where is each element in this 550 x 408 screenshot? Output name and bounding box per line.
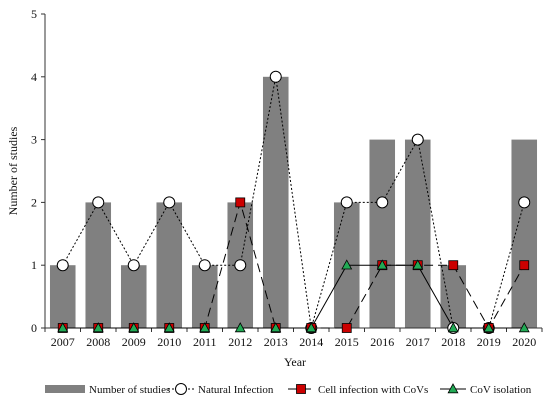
bar-2016 — [369, 139, 396, 328]
x-tick-label: 2013 — [264, 335, 288, 349]
series-line-3 — [62, 264, 525, 329]
legend-label-0: Number of studies — [89, 384, 170, 396]
legend-marker-2 — [296, 384, 306, 394]
legend-swatch-0 — [45, 385, 85, 393]
point-3-2017 — [412, 259, 424, 270]
x-tick-label: 2017 — [406, 335, 430, 349]
point-3-2007 — [57, 322, 69, 333]
y-tick-label: 5 — [31, 7, 37, 21]
x-tick-label: 2012 — [228, 335, 252, 349]
point-3-2009 — [128, 322, 140, 333]
legend-label-1: Natural Infection — [198, 384, 274, 396]
point-1-2020 — [518, 196, 531, 209]
point-1-2011 — [198, 259, 211, 272]
y-tick-label: 2 — [31, 195, 37, 209]
bar-2017 — [404, 139, 431, 328]
point-1-2016 — [376, 196, 389, 209]
bar-2008 — [85, 202, 112, 328]
y-tick-label: 1 — [31, 258, 37, 272]
point-2-2018 — [448, 260, 459, 271]
point-3-2020 — [518, 322, 530, 333]
point-1-2015 — [340, 196, 353, 209]
point-1-2007 — [56, 259, 69, 272]
point-1-2017 — [411, 133, 424, 146]
y-axis-title: Number of studies — [6, 126, 20, 215]
point-3-2014 — [305, 322, 317, 333]
point-2-2015 — [341, 323, 352, 333]
x-tick-label: 2018 — [441, 335, 465, 349]
series-line-1 — [62, 76, 525, 329]
x-axis-title: Year — [284, 355, 306, 369]
x-tick-label: 2014 — [299, 335, 323, 349]
point-1-2008 — [92, 196, 105, 209]
point-1-2013 — [269, 70, 282, 83]
point-3-2012 — [234, 322, 246, 333]
point-3-2018 — [447, 322, 459, 333]
markers-layer — [56, 70, 531, 334]
point-1-2012 — [234, 259, 247, 272]
legend-marker-3 — [447, 383, 459, 394]
point-3-2010 — [163, 322, 175, 333]
x-tick-label: 2008 — [86, 335, 110, 349]
point-3-2015 — [341, 259, 353, 270]
legend-label-3: CoV isolation — [470, 384, 532, 396]
y-tick-label: 3 — [31, 133, 37, 147]
bars-layer — [49, 76, 538, 328]
bar-2018 — [440, 265, 467, 328]
point-1-2010 — [163, 196, 176, 209]
x-tick-label: 2016 — [370, 335, 394, 349]
point-3-2013 — [270, 322, 282, 333]
x-tick-label: 2019 — [477, 335, 501, 349]
x-tick-label: 2007 — [51, 335, 75, 349]
bar-2013 — [262, 76, 289, 328]
legend-label-2: Cell infection with CoVs — [318, 384, 428, 396]
x-tick-label: 2010 — [157, 335, 181, 349]
bar-2009 — [120, 265, 147, 328]
x-tick-label: 2009 — [122, 335, 146, 349]
bar-2010 — [156, 202, 183, 328]
point-3-2016 — [376, 259, 388, 270]
point-3-2019 — [483, 322, 495, 333]
labels-layer: Number of studies Year — [6, 126, 306, 369]
point-2-2020 — [519, 260, 530, 271]
x-tick-label: 2020 — [512, 335, 536, 349]
x-tick-label: 2015 — [335, 335, 359, 349]
legend-marker-1 — [175, 383, 187, 395]
point-1-2009 — [127, 259, 140, 272]
bar-2007 — [49, 265, 76, 328]
point-3-2008 — [92, 322, 104, 333]
y-tick-label: 0 — [31, 321, 37, 335]
point-3-2011 — [199, 322, 211, 333]
point-2-2012 — [235, 197, 246, 208]
legend: Number of studies Natural Infection Cell i… — [45, 383, 532, 396]
y-tick-label: 4 — [31, 70, 37, 84]
lines-layer — [62, 76, 525, 330]
x-tick-label: 2011 — [193, 335, 217, 349]
